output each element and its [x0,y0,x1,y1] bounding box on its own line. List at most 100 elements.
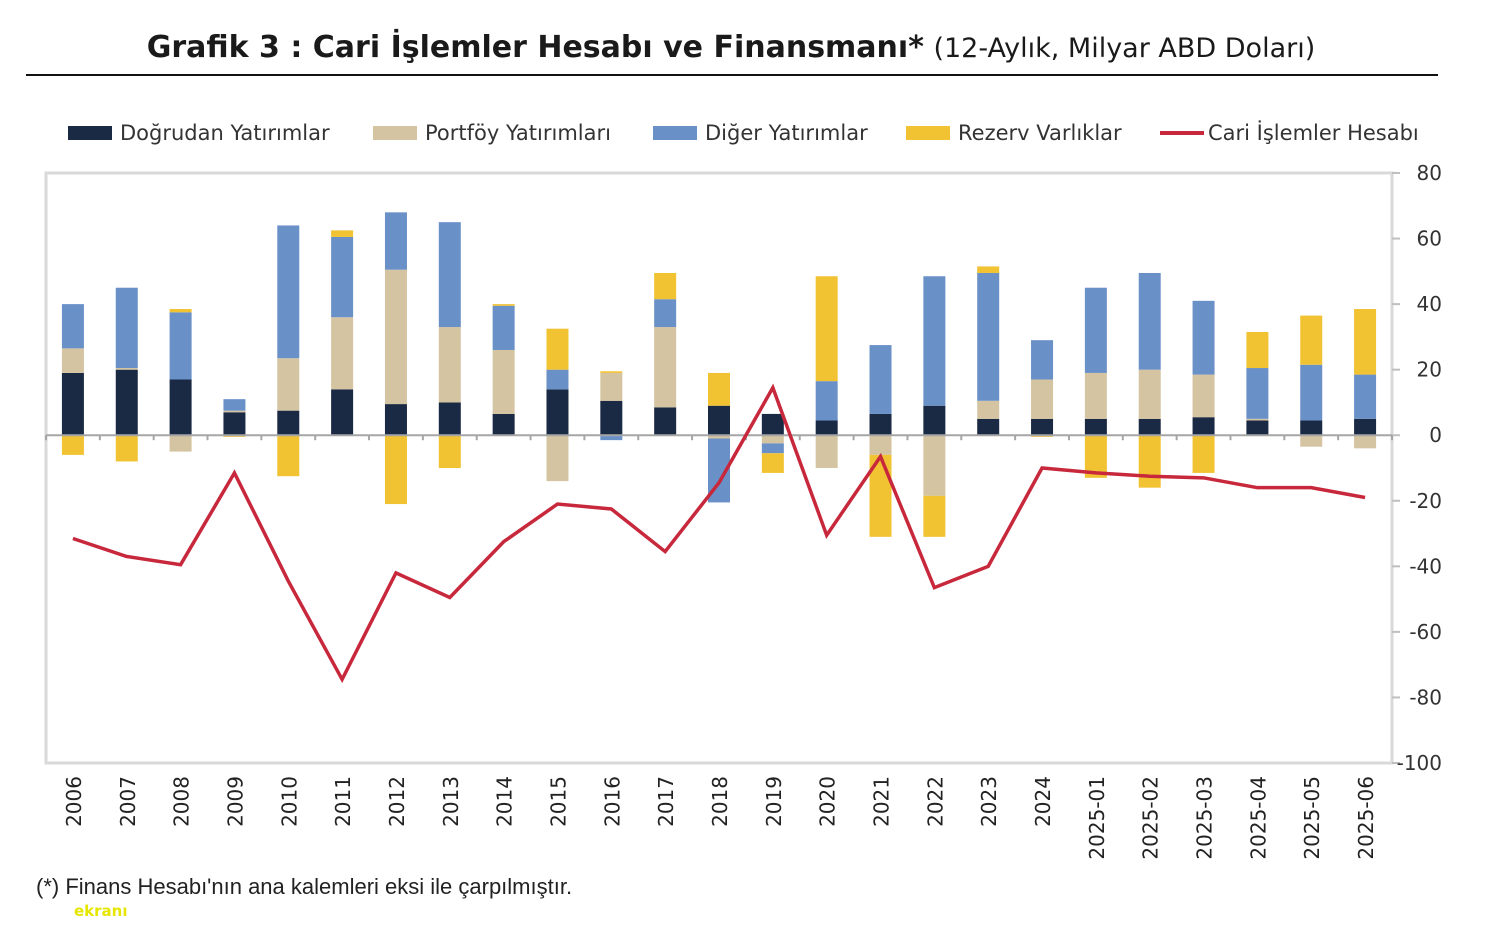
bar-segment [115,369,138,436]
y-tick-label: 40 [1417,292,1442,316]
bar-segment [384,212,407,270]
plot-frame [44,171,1394,765]
x-tick-label: 2025-01 [1085,776,1109,860]
bar-segment [546,389,569,436]
x-tick-label: 2015 [546,776,570,827]
bar-segment [654,299,677,328]
bar-segment [708,405,730,436]
bar-segment [115,368,138,370]
bar-segment [1354,309,1377,375]
x-tick-label: 2009 [223,776,247,827]
bar-segment [1246,420,1269,436]
title-subtitle: (12-Aylık, Milyar ABD Doları) [933,33,1316,64]
legend-swatch-rezerv [906,126,950,140]
bar-segment [331,230,354,237]
x-tick-label: 2007 [116,776,140,827]
bar-segment [1031,418,1054,436]
bar-segment [1354,435,1377,449]
bar-segment [654,407,677,436]
bar-segment [869,413,892,436]
legend-item-diger: Diğer Yatırımlar [653,119,868,147]
bar-segment [223,412,246,436]
bar-segment [492,413,515,436]
bar-segment [761,413,784,436]
bar-segment [1192,435,1215,473]
bar-segment [331,317,354,390]
bar-segment [869,345,892,414]
bar-segment [1084,435,1107,478]
legend-label-rezerv: Rezerv Varlıklar [958,121,1122,145]
y-tick-label: 20 [1417,358,1442,382]
legend-item-dogrudan: Doğrudan Yatırımlar [68,119,330,147]
bar-segment [277,225,300,359]
x-tick-label: 2013 [439,776,463,827]
bar-segment [61,304,84,349]
bar-segment [761,435,784,444]
x-tick-label: 2025-04 [1246,776,1270,860]
legend-swatch-diger [653,126,697,140]
bar-segment [492,305,515,350]
legend: Doğrudan Yatırımlar Portföy Yatırımları … [68,119,1448,147]
legend-swatch-dogrudan [68,126,112,140]
y-tick-label: 60 [1417,227,1442,251]
bar-segment [492,350,515,414]
bar-segment [1192,374,1215,418]
bar-segment [1300,364,1323,421]
y-tick-label: -20 [1409,489,1442,513]
bar-segment [1300,315,1323,365]
bar-segment [61,348,84,373]
legend-item-portfoy: Portföy Yatırımları [373,119,611,147]
x-tick-label: 2023 [977,776,1001,827]
x-tick-label: 2017 [654,776,678,827]
bar-segment [1246,368,1269,419]
bar-segment [815,276,838,382]
bar-segment [977,266,1000,273]
bar-segment [1138,418,1161,436]
bar-segment [1138,435,1161,488]
watermark-text: ekranı [74,902,128,920]
bar-segment [654,327,677,408]
y-tick-label: 0 [1429,423,1442,447]
bar-segment [815,420,838,436]
legend-item-cari: Cari İşlemler Hesabı [1160,119,1419,147]
bar-segment [277,410,300,436]
bar-segment [438,435,461,468]
bar-segment [331,389,354,436]
bar-segment [1300,420,1323,436]
bar-segment [61,435,84,455]
bar-segment [223,410,246,413]
bar-segment [1354,418,1377,436]
footnote: (*) Finans Hesabı'nın ana kalemleri eksi… [36,874,573,899]
bar-segment [223,399,246,411]
bar-segment [438,327,461,403]
bar-segment [384,269,407,405]
bar-segment [815,381,838,421]
legend-swatch-portfoy [373,126,417,140]
bar-segment [977,272,1000,401]
bar-segment [869,435,892,455]
bar-segment [169,379,192,436]
x-tick-label: 2025-06 [1354,776,1378,860]
legend-label-dogrudan: Doğrudan Yatırımlar [120,121,330,145]
bar-segment [708,372,730,406]
bar-segment [384,435,407,505]
cari-islemler-line [72,383,1366,684]
bar-segment [492,304,515,306]
bar-segment [115,435,138,462]
legend-label-portfoy: Portföy Yatırımları [425,121,611,145]
bar-segment [1192,300,1215,375]
bar-segment [1084,418,1107,436]
x-tick-label: 2019 [762,776,786,827]
x-tick-label: 2025-02 [1139,776,1163,860]
bar-segment [600,372,623,401]
title-underline [26,74,1438,76]
y-tick-label: -60 [1409,620,1442,644]
x-tick-label: 2025-03 [1193,776,1217,860]
bar-segment [277,358,300,411]
bar-segment [1084,287,1107,373]
bar-segment [1192,417,1215,436]
bar-segment [546,328,569,370]
bar-segment [169,435,192,452]
bar-segment [61,372,84,436]
